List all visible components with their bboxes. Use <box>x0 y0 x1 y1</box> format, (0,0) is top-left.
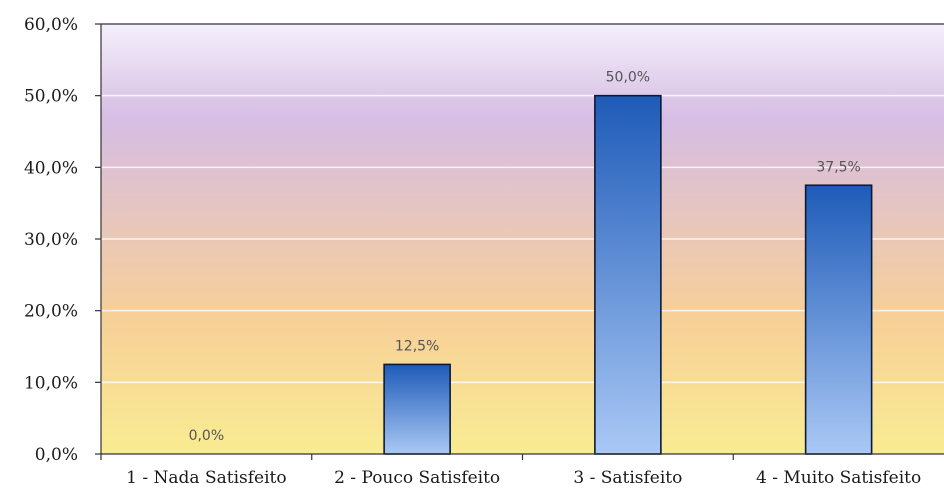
y-tick-label: 10,0% <box>24 373 78 393</box>
bar <box>594 94 662 455</box>
y-axis: 0,0% 10,0% 20,0% 30,0% 40,0% 50,0% 60,0% <box>24 15 101 465</box>
x-tick-label: 2 - Pouco Satisfeito <box>334 468 500 488</box>
bar <box>383 363 451 455</box>
data-label: 37,5% <box>816 159 860 175</box>
y-tick-label: 20,0% <box>24 302 78 322</box>
data-label: 0,0% <box>189 428 225 444</box>
y-tick-label: 0,0% <box>35 445 78 465</box>
x-axis: 1 - Nada Satisfeito 2 - Pouco Satisfeito 3… <box>100 454 921 488</box>
bars <box>383 94 873 455</box>
gridlines <box>101 94 944 384</box>
y-tick-label: 50,0% <box>24 87 78 107</box>
y-tick-label: 60,0% <box>24 15 78 35</box>
data-label: 50,0% <box>606 70 650 86</box>
data-label: 12,5% <box>395 338 439 354</box>
x-tick-label: 3 - Satisfeito <box>573 468 682 488</box>
bar <box>804 184 873 455</box>
y-tick-label: 30,0% <box>24 230 78 250</box>
x-tick-label: 1 - Nada Satisfeito <box>126 468 286 488</box>
x-tick-label: 4 - Muito Satisfeito <box>756 468 921 488</box>
data-labels: 0,0% 12,5% 50,0% 37,5% <box>189 70 861 444</box>
y-tick-label: 40,0% <box>24 158 78 178</box>
